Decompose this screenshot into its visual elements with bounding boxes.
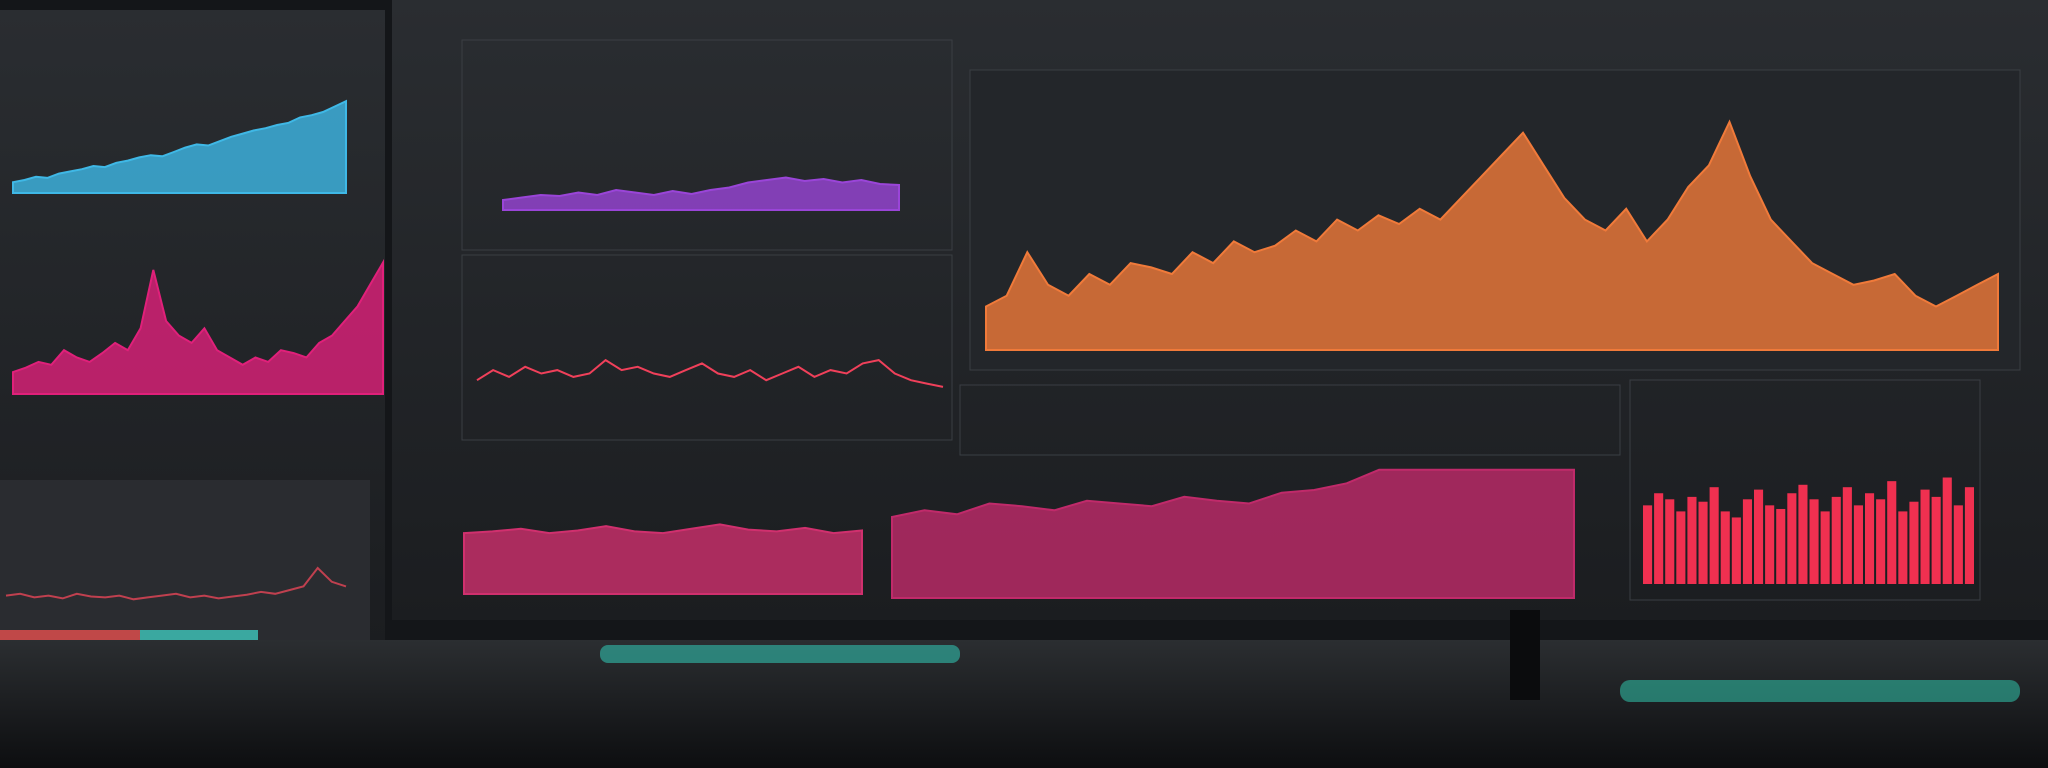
desk (0, 640, 2048, 768)
bar (1953, 505, 1963, 584)
bar (1820, 511, 1830, 584)
bar (1687, 496, 1697, 584)
line (5, 566, 347, 601)
bar (1787, 493, 1797, 584)
bar (1931, 496, 1941, 584)
bar (1831, 496, 1841, 584)
bar (1731, 517, 1741, 584)
bar (1942, 477, 1952, 584)
panel-frame (1629, 379, 1981, 601)
area (12, 99, 347, 194)
bar (1765, 505, 1775, 584)
bar (1665, 499, 1675, 584)
bar (1876, 499, 1886, 584)
bar (1742, 499, 1752, 584)
bar (1720, 511, 1730, 584)
area (891, 468, 1575, 599)
bar (1909, 501, 1919, 584)
line (476, 358, 944, 388)
bar (1776, 508, 1786, 584)
bar (1842, 487, 1852, 584)
bar (1709, 487, 1719, 584)
panel-frame (461, 254, 953, 441)
desk-glow (1620, 680, 2020, 702)
bar (1676, 511, 1686, 584)
bar (1698, 501, 1708, 584)
area (12, 258, 384, 395)
bar (1920, 489, 1930, 584)
bar (1887, 481, 1897, 584)
bar (1643, 505, 1653, 584)
bar (1809, 499, 1819, 584)
bar (1898, 511, 1908, 584)
bar (1654, 493, 1664, 584)
bar (1865, 493, 1875, 584)
bar (1964, 487, 1974, 584)
area (463, 523, 863, 595)
monitor-stand (1510, 610, 1540, 700)
desk-glow (600, 645, 960, 663)
bar (1754, 489, 1764, 584)
area (502, 176, 900, 211)
panel-frame (0, 480, 370, 640)
area (985, 119, 1999, 351)
charts (5, 99, 1999, 601)
bar (1853, 505, 1863, 584)
panel-frame (461, 39, 953, 251)
panel-frame (959, 384, 1621, 456)
bar (1798, 484, 1808, 584)
